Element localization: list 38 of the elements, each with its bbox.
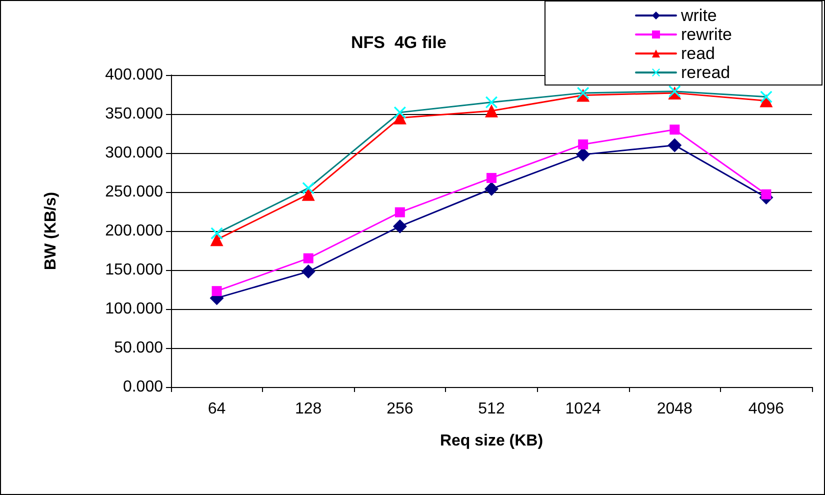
point (302, 188, 315, 201)
point (761, 189, 772, 200)
legend-label: write (680, 6, 717, 25)
y-tick-label: 100.000 (105, 300, 164, 318)
point (212, 286, 222, 296)
point (576, 148, 590, 162)
x-tick-label: 512 (478, 400, 505, 418)
y-axis-title: BW (KB/s) (42, 192, 60, 270)
point (394, 207, 405, 218)
y-tick-label: 300.000 (105, 144, 164, 162)
y-tick-label: 50.000 (114, 340, 164, 356)
x-tick-label: 128 (295, 400, 322, 418)
y-tick-label: 250.000 (105, 184, 164, 200)
legend-label: read (680, 44, 716, 63)
legend-label: rewrite (680, 25, 732, 44)
y-tick-label: 150.000 (105, 262, 164, 278)
point (485, 104, 498, 118)
point (486, 172, 496, 183)
x-axis-title: Req size (KB) (440, 432, 544, 450)
y-tick-label: 0.000 (122, 378, 164, 396)
y-tick-label: 400.000 (105, 66, 164, 84)
point (392, 219, 407, 234)
x-tick-label: 2048 (656, 400, 693, 418)
x-tick-label: 256 (386, 400, 414, 418)
point (303, 253, 314, 264)
point (578, 139, 588, 150)
point (670, 124, 680, 135)
y-tick-label: 350.000 (105, 106, 164, 122)
legend-label: reread (680, 63, 730, 82)
y-tick-label: 200.000 (105, 222, 164, 240)
point (668, 138, 682, 152)
point (301, 264, 316, 279)
chart-title: NFS 4G file (351, 33, 446, 52)
x-tick-label: 4096 (748, 400, 784, 418)
point (484, 182, 498, 196)
point (210, 233, 224, 246)
x-tick-label: 64 (208, 400, 226, 418)
x-tick-label: 1024 (565, 400, 601, 418)
